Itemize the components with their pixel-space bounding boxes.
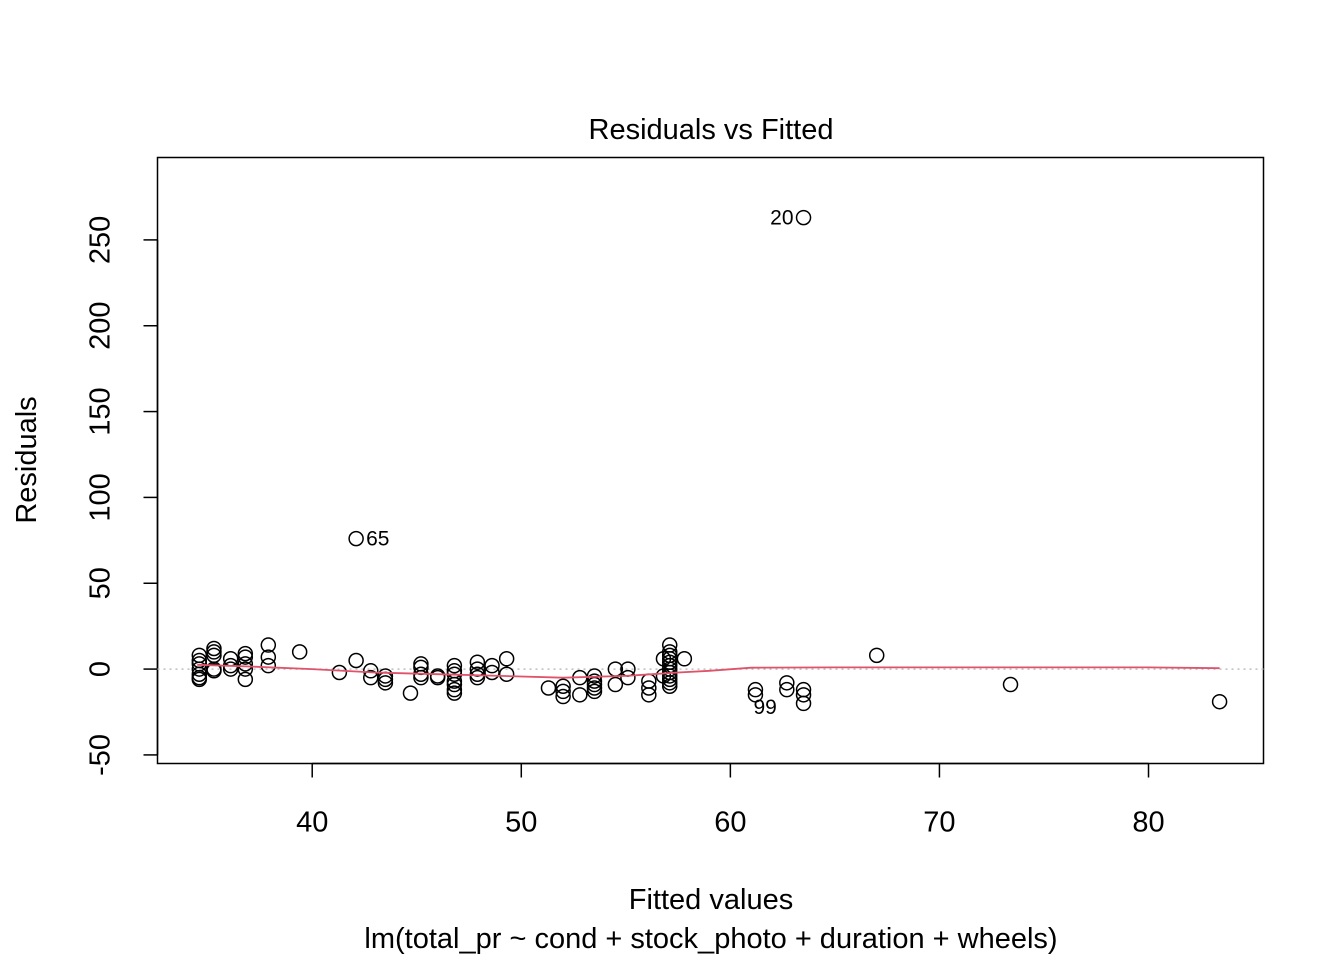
chart-title: Residuals vs Fitted [589,114,834,146]
point-label: 65 [366,528,389,551]
data-point [413,669,429,686]
data-point [498,651,515,667]
data-point [260,637,277,653]
y-axis-label: Residuals [11,396,43,523]
data-point [586,683,603,700]
data-point [555,688,571,705]
data-point [661,678,678,694]
point-label: 99 [753,696,776,719]
data-point [555,683,571,700]
x-tick-label: 60 [714,807,746,839]
x-tick-label: 40 [296,807,328,839]
data-point [795,687,812,703]
data-point [747,687,764,703]
data-point [469,654,486,670]
data-point [572,687,588,703]
data-point [363,663,379,679]
data-point [779,675,795,691]
y-axis: -50 0 50 100 150 200 250 [85,216,159,776]
data-point [1211,693,1228,710]
data-point [747,681,764,698]
data-point [260,657,277,674]
data-point [260,649,277,665]
x-tick-label: 70 [923,807,955,839]
data-point [555,678,571,694]
y-tick-label: -50 [85,734,117,776]
y-tick-label: 250 [85,216,117,264]
data-point [237,645,254,662]
data-point [641,687,657,703]
data-point [484,664,500,681]
data-point [402,685,419,701]
data-point [607,676,624,693]
data-point [795,695,812,712]
data-point [446,676,463,693]
data-point [795,209,812,226]
data-point [331,664,348,681]
y-tick-label: 50 [85,567,117,599]
data-point [191,666,208,682]
data-point [348,530,364,547]
x-axis: 40 50 60 70 80 [296,762,1165,839]
data-point [446,657,463,674]
point-label: 20 [770,207,793,230]
point-labels: 20 65 99 [366,207,793,719]
data-point [363,669,379,686]
data-point [348,652,364,669]
data-point [237,671,254,688]
data-points [191,209,1228,712]
data-point [206,640,222,657]
data-point [540,680,557,696]
smoother-line [197,663,1220,679]
data-point [641,680,657,696]
data-point [377,668,394,684]
data-point [446,681,463,698]
data-point [868,647,885,664]
data-point [469,669,486,686]
data-point [779,681,795,698]
data-point [206,644,222,660]
y-tick-label: 150 [85,387,117,435]
data-point [498,666,515,682]
data-point [191,671,208,688]
y-tick-label: 200 [85,302,117,350]
data-point [446,685,463,701]
x-axis-label: Fitted values [629,884,793,916]
data-point [377,675,394,691]
data-point [586,673,603,689]
smoother-curve [197,663,1220,679]
data-point [620,669,636,686]
data-point [429,669,446,686]
y-tick-label: 100 [85,473,117,521]
plot-frame [156,156,1265,765]
data-point [1002,676,1019,693]
data-point [377,671,394,688]
data-point [237,649,254,665]
x-tick-label: 50 [505,807,537,839]
data-point [237,661,254,677]
data-point [586,680,603,696]
model-formula-subtitle: lm(total_pr ~ cond + stock_photo + durat… [364,923,1057,955]
data-point [661,675,678,691]
data-point [661,668,678,684]
data-point [676,651,693,667]
data-point [237,656,254,672]
data-point [484,657,500,674]
data-point [206,663,222,679]
y-tick-label: 0 [85,661,117,677]
data-point [291,644,308,660]
x-tick-label: 80 [1132,807,1164,839]
